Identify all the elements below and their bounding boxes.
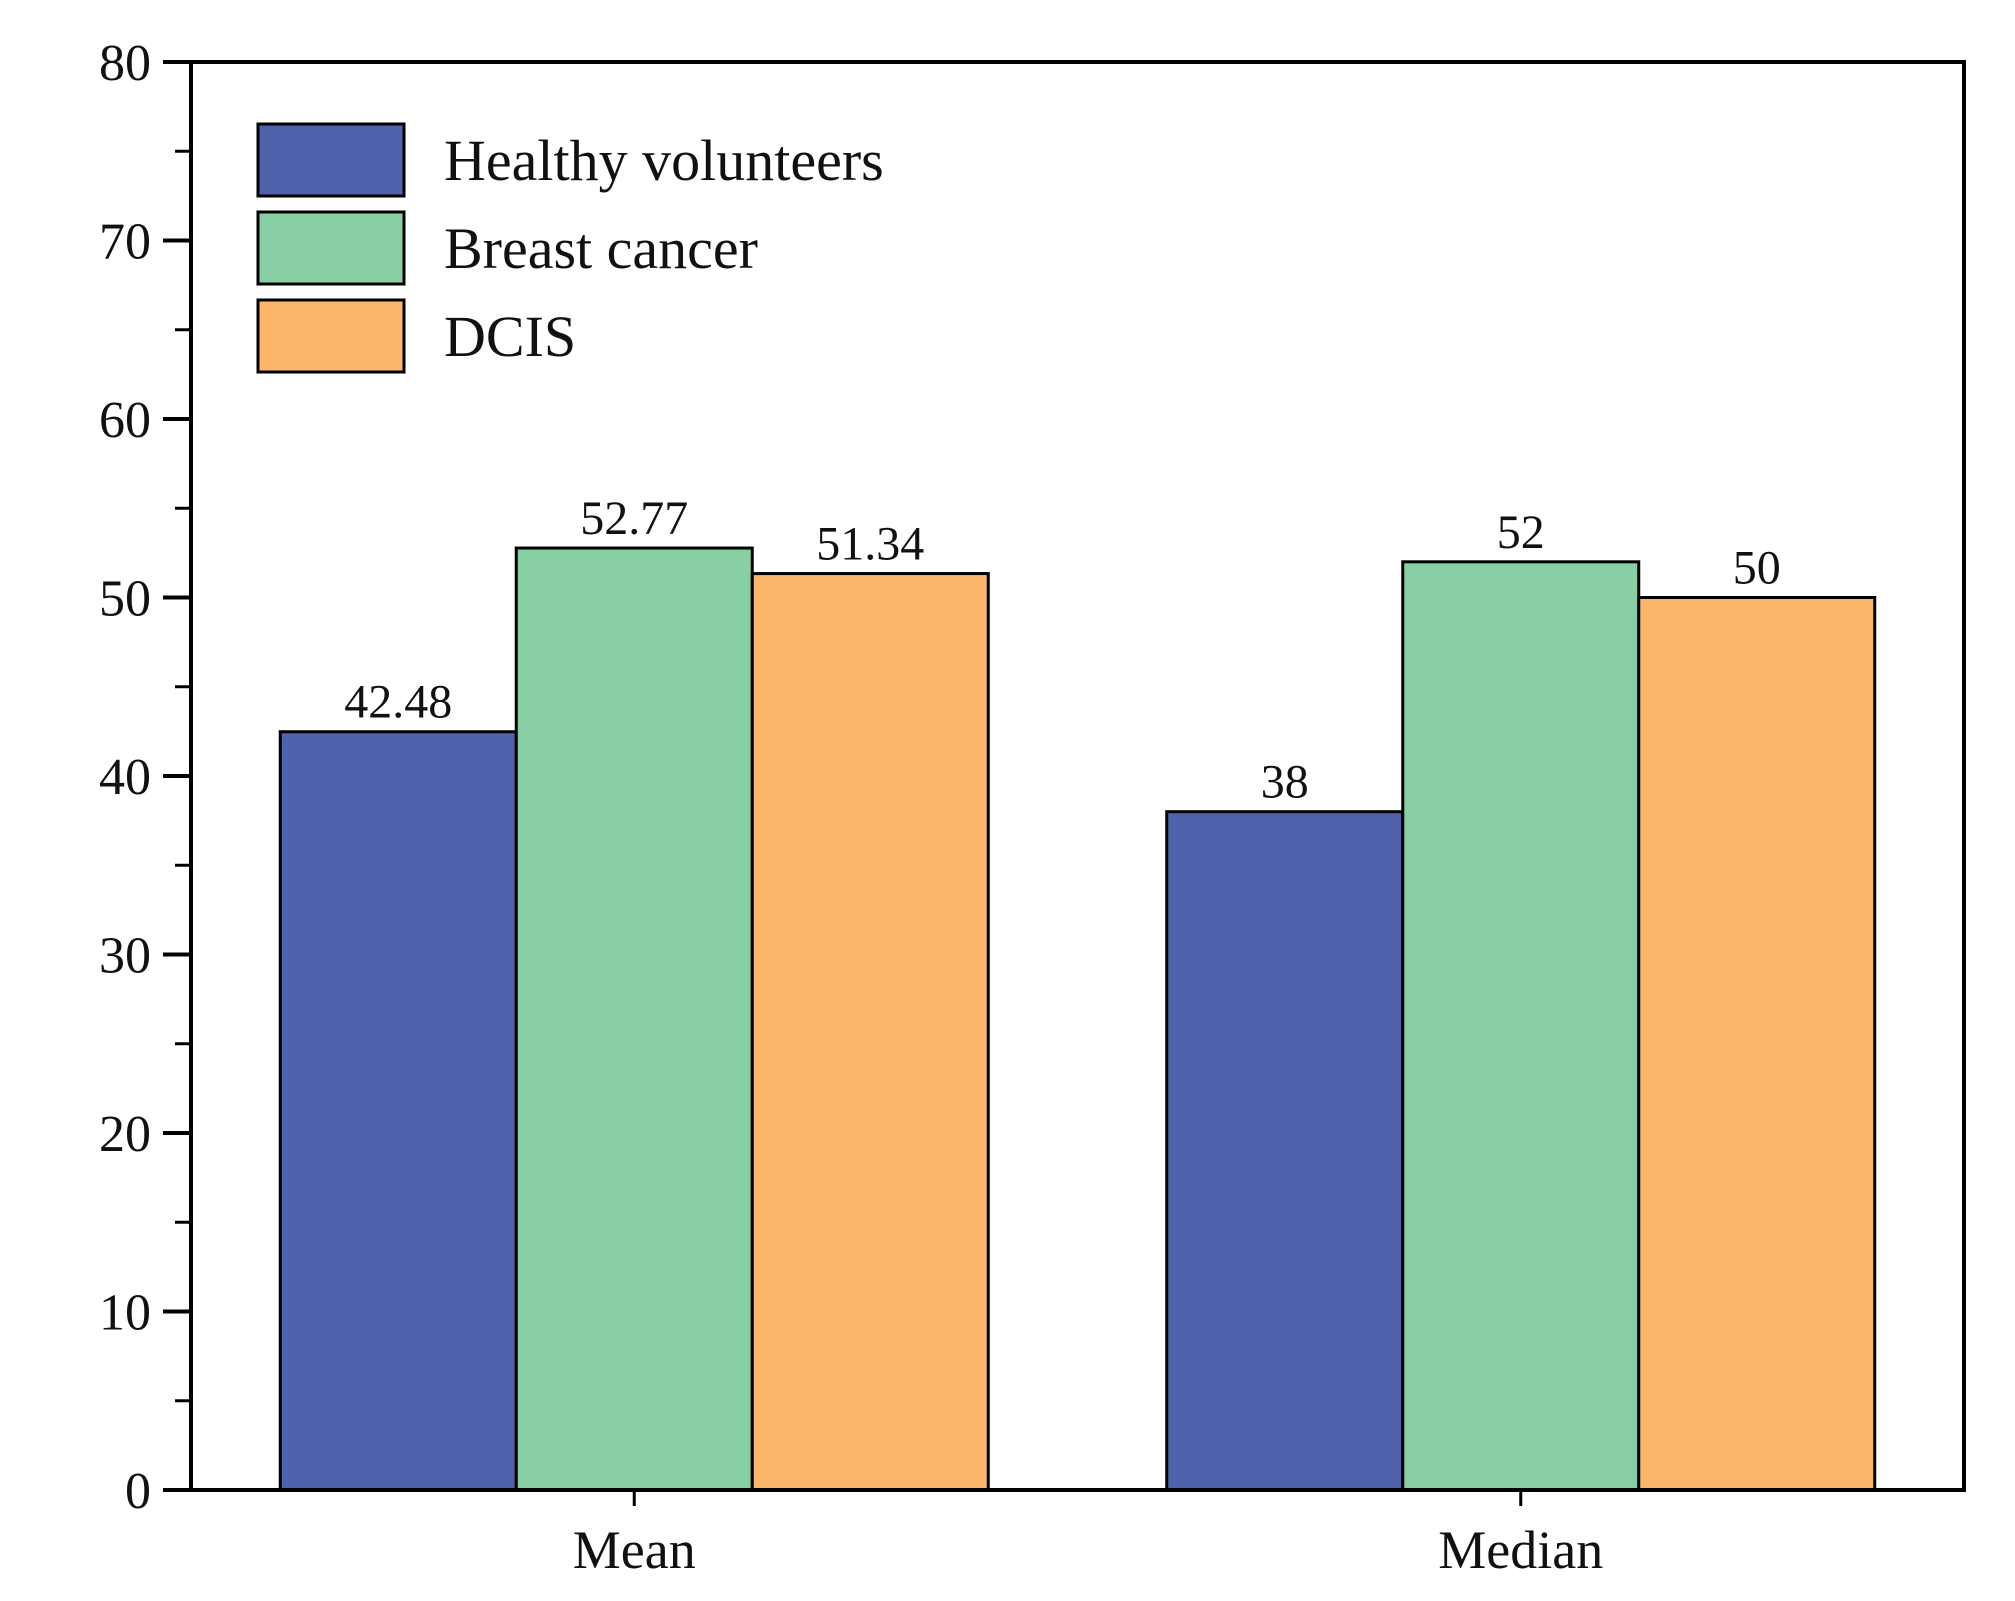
y-tick-label: 30 bbox=[99, 928, 151, 985]
data-label: 52.77 bbox=[580, 492, 688, 545]
x-category-label: Median bbox=[1438, 1520, 1603, 1580]
legend-label-healthy-volunteers: Healthy volunteers bbox=[444, 128, 884, 193]
bar-breast-cancer-median bbox=[1401, 560, 1641, 1492]
y-tick-label: 40 bbox=[99, 749, 151, 806]
data-label: 51.34 bbox=[816, 518, 924, 571]
y-tick-label: 10 bbox=[99, 1285, 151, 1342]
bar-breast-cancer-mean bbox=[514, 546, 754, 1492]
legend-swatch-breast-cancer bbox=[256, 210, 406, 286]
data-label: 52 bbox=[1497, 506, 1545, 559]
x-axis: Mean Median bbox=[573, 1490, 1603, 1580]
legend-swatch-dcis bbox=[256, 298, 406, 374]
bar-healthy-volunteers-mean bbox=[278, 730, 518, 1492]
legend-label-breast-cancer: Breast cancer bbox=[444, 216, 758, 281]
y-tick-label: 70 bbox=[99, 214, 151, 271]
legend-label-dcis: DCIS bbox=[444, 304, 576, 369]
bar-healthy-volunteers-median bbox=[1165, 810, 1405, 1492]
x-category-label: Mean bbox=[573, 1520, 696, 1580]
data-label: 38 bbox=[1261, 756, 1309, 809]
y-axis: 0 10 20 30 40 50 60 70 80 bbox=[99, 35, 191, 1520]
bars-group bbox=[278, 546, 1877, 1492]
y-tick-label: 60 bbox=[99, 392, 151, 449]
legend: Healthy volunteers Breast cancer DCIS bbox=[256, 122, 884, 374]
y-tick-label: 50 bbox=[99, 571, 151, 628]
bar-dcis-mean bbox=[750, 572, 990, 1492]
data-labels-group: 42.48 52.77 51.34 38 52 50 bbox=[344, 492, 1781, 809]
legend-swatch-healthy-volunteers bbox=[256, 122, 406, 198]
bar-dcis-median bbox=[1637, 596, 1877, 1492]
data-label: 50 bbox=[1733, 542, 1781, 595]
plot-frame bbox=[189, 60, 1966, 1492]
y-tick-label: 0 bbox=[125, 1463, 151, 1520]
y-tick-label: 20 bbox=[99, 1106, 151, 1163]
data-label: 42.48 bbox=[344, 676, 452, 729]
y-tick-label: 80 bbox=[99, 35, 151, 92]
